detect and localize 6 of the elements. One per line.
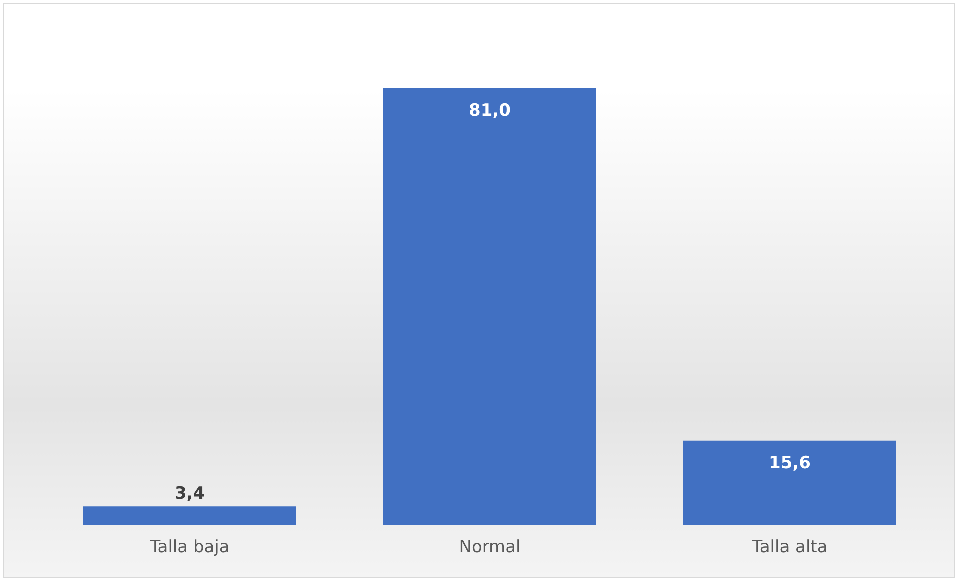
data-label: 15,6 (769, 453, 811, 474)
x-tick-label: Talla alta (751, 538, 828, 558)
data-label: 81,0 (469, 101, 512, 121)
x-tick-label: Normal (459, 538, 521, 558)
x-tick-label: Talla baja (149, 538, 230, 558)
data-label: 3,4 (174, 484, 206, 504)
